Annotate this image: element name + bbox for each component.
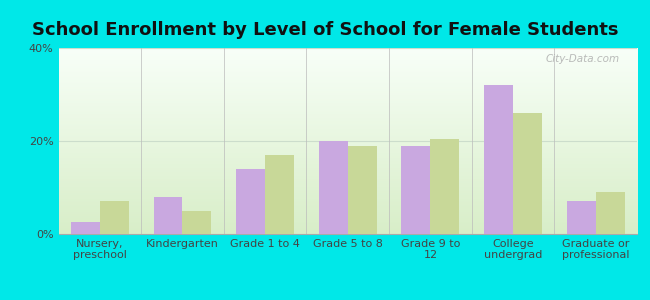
Bar	[567, 202, 595, 234]
Bar	[318, 141, 348, 234]
Bar	[595, 192, 625, 234]
Bar	[513, 113, 542, 234]
Bar	[183, 211, 211, 234]
Bar	[402, 146, 430, 234]
Bar	[265, 155, 294, 234]
Bar	[348, 146, 377, 234]
Bar	[71, 222, 100, 234]
Bar	[430, 139, 460, 234]
Text: City-Data.com: City-Data.com	[545, 54, 619, 64]
Bar	[153, 197, 183, 234]
Bar	[236, 169, 265, 234]
Bar	[484, 85, 513, 234]
Bar	[100, 202, 129, 234]
Text: School Enrollment by Level of School for Female Students: School Enrollment by Level of School for…	[32, 21, 618, 39]
